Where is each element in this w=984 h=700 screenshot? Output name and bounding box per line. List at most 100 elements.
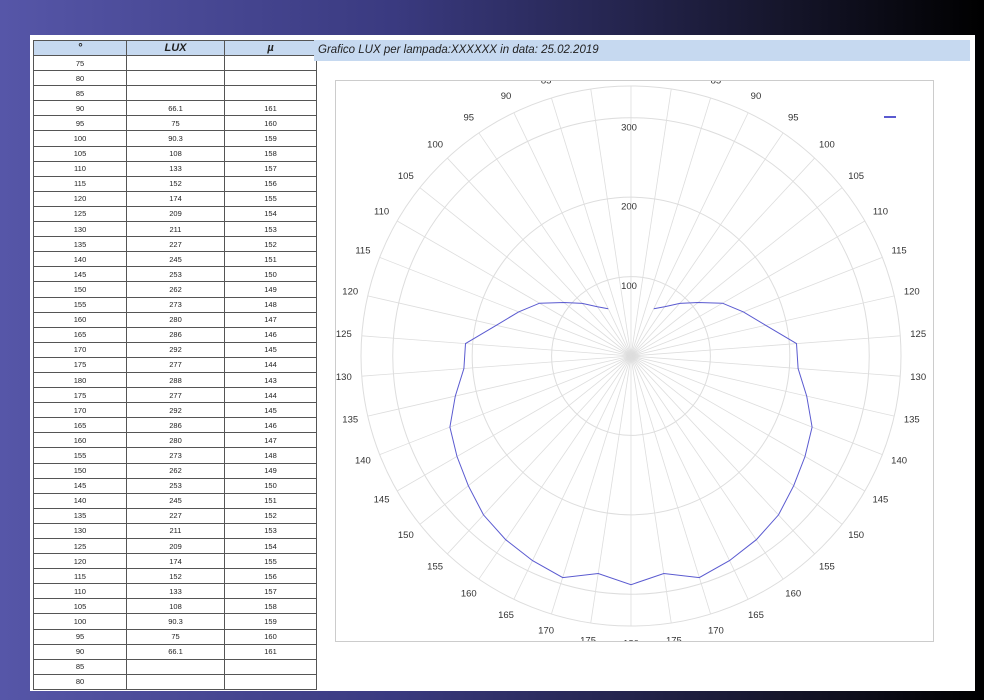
- table-cell: 262: [126, 281, 225, 298]
- table-cell: 80: [33, 673, 127, 690]
- table-cell: [224, 54, 317, 72]
- table-cell: 161: [224, 643, 317, 660]
- spoke: [630, 355, 901, 377]
- table-row: 95 75 160: [33, 628, 317, 645]
- table-cell: 95: [33, 115, 127, 132]
- spoke: [630, 88, 672, 357]
- table-row: 135 227 152: [33, 507, 317, 524]
- table-cell: 145: [224, 402, 317, 419]
- spoke: [447, 157, 632, 357]
- table-row: 120 174 155: [33, 190, 317, 207]
- spoke: [630, 97, 711, 357]
- table-row: 155 273 148: [33, 447, 317, 464]
- angle-label: 145: [374, 495, 390, 506]
- angle-label: 105: [398, 171, 414, 182]
- table-cell: 135: [33, 236, 127, 253]
- table-cell: 292: [126, 402, 225, 419]
- table-cell: 110: [33, 160, 127, 177]
- spoke: [513, 355, 632, 600]
- table-cell: 105: [33, 145, 127, 162]
- column-header: LUX: [126, 40, 225, 56]
- angle-label: 150: [398, 530, 414, 541]
- table-cell: 147: [224, 432, 317, 449]
- table-cell: 157: [224, 583, 317, 600]
- table-cell: 160: [224, 115, 317, 132]
- sheet-panel: ° LUX µ 75 80 85 90 66.1 161 95 75 160 100 90.3 159 105…: [30, 35, 975, 691]
- table-row: 145 253 150: [33, 477, 317, 494]
- table-cell: 156: [224, 175, 317, 192]
- angle-label: 130: [910, 372, 926, 383]
- data-table: ° LUX µ 75 80 85 90 66.1 161 95 75 160 100 90.3 159 105…: [33, 40, 317, 690]
- table-cell: 66.1: [126, 100, 225, 117]
- table-cell: 280: [126, 311, 225, 328]
- table-cell: [126, 70, 225, 87]
- table-cell: 159: [224, 130, 317, 147]
- table-row: 170 292 145: [33, 341, 317, 358]
- table-cell: 152: [224, 507, 317, 524]
- column-header: µ: [224, 40, 317, 56]
- table-cell: 151: [224, 251, 317, 268]
- table-cell: 159: [224, 613, 317, 630]
- table-cell: [126, 658, 225, 675]
- table-cell: 157: [224, 160, 317, 177]
- table-cell: 133: [126, 583, 225, 600]
- table-cell: 245: [126, 492, 225, 509]
- angle-label: 170: [708, 626, 724, 637]
- table-cell: 108: [126, 598, 225, 615]
- grid-ring: [471, 196, 791, 516]
- table-cell: 130: [33, 522, 127, 540]
- spoke: [590, 355, 632, 624]
- r-tick-label: 200: [621, 202, 637, 213]
- table-row: 95 75 160: [33, 115, 317, 132]
- table-cell: 170: [33, 402, 127, 419]
- chart-title: Grafico LUX per lampada:XXXXXX in data: …: [314, 40, 970, 61]
- table-cell: 288: [126, 371, 225, 389]
- table-row: 105 108 158: [33, 598, 317, 615]
- r-tick-label: 300: [621, 122, 637, 133]
- table-row: 105 108 158: [33, 145, 317, 162]
- table-cell: 150: [33, 281, 127, 298]
- table-cell: 156: [224, 568, 317, 585]
- angle-label: 165: [498, 610, 514, 621]
- table-cell: 253: [126, 477, 225, 494]
- table-row: 145 253 150: [33, 266, 317, 283]
- angle-label: 180: [623, 639, 639, 641]
- spoke: [396, 220, 632, 357]
- table-row: 90 66.1 161: [33, 100, 317, 117]
- table-row: 80: [33, 673, 317, 690]
- angle-label: 120: [342, 286, 358, 297]
- angle-label: 170: [538, 626, 554, 637]
- angle-label: 165: [748, 610, 764, 621]
- table-cell: 105: [33, 598, 127, 615]
- table-cell: 286: [126, 417, 225, 434]
- table-row: 85: [33, 658, 317, 675]
- table-row: 125 209 154: [33, 537, 317, 555]
- table-cell: 149: [224, 281, 317, 298]
- spoke: [630, 355, 895, 417]
- table-row: 135 227 152: [33, 236, 317, 253]
- angle-label: 100: [819, 139, 835, 150]
- table-cell: [224, 85, 317, 102]
- table-cell: 145: [33, 477, 127, 494]
- angle-label: 90: [501, 91, 512, 102]
- table-cell: 209: [126, 537, 225, 555]
- table-cell: [126, 54, 225, 72]
- table-cell: [224, 673, 317, 690]
- spoke: [630, 157, 815, 357]
- table-cell: [126, 85, 225, 102]
- table-cell: 145: [224, 341, 317, 358]
- table-cell: 125: [33, 205, 127, 223]
- table-cell: 148: [224, 447, 317, 464]
- table-cell: 245: [126, 251, 225, 268]
- table-cell: 85: [33, 658, 127, 675]
- angle-label: 125: [910, 329, 926, 340]
- table-row: 120 174 155: [33, 553, 317, 570]
- table-row: 175 277 144: [33, 356, 317, 373]
- table-cell: 175: [33, 356, 127, 373]
- spoke: [630, 335, 901, 357]
- table-cell: 125: [33, 537, 127, 555]
- angle-label: 120: [904, 286, 920, 297]
- spoke: [630, 355, 672, 624]
- table-row: 110 133 157: [33, 160, 317, 177]
- table-cell: [224, 70, 317, 87]
